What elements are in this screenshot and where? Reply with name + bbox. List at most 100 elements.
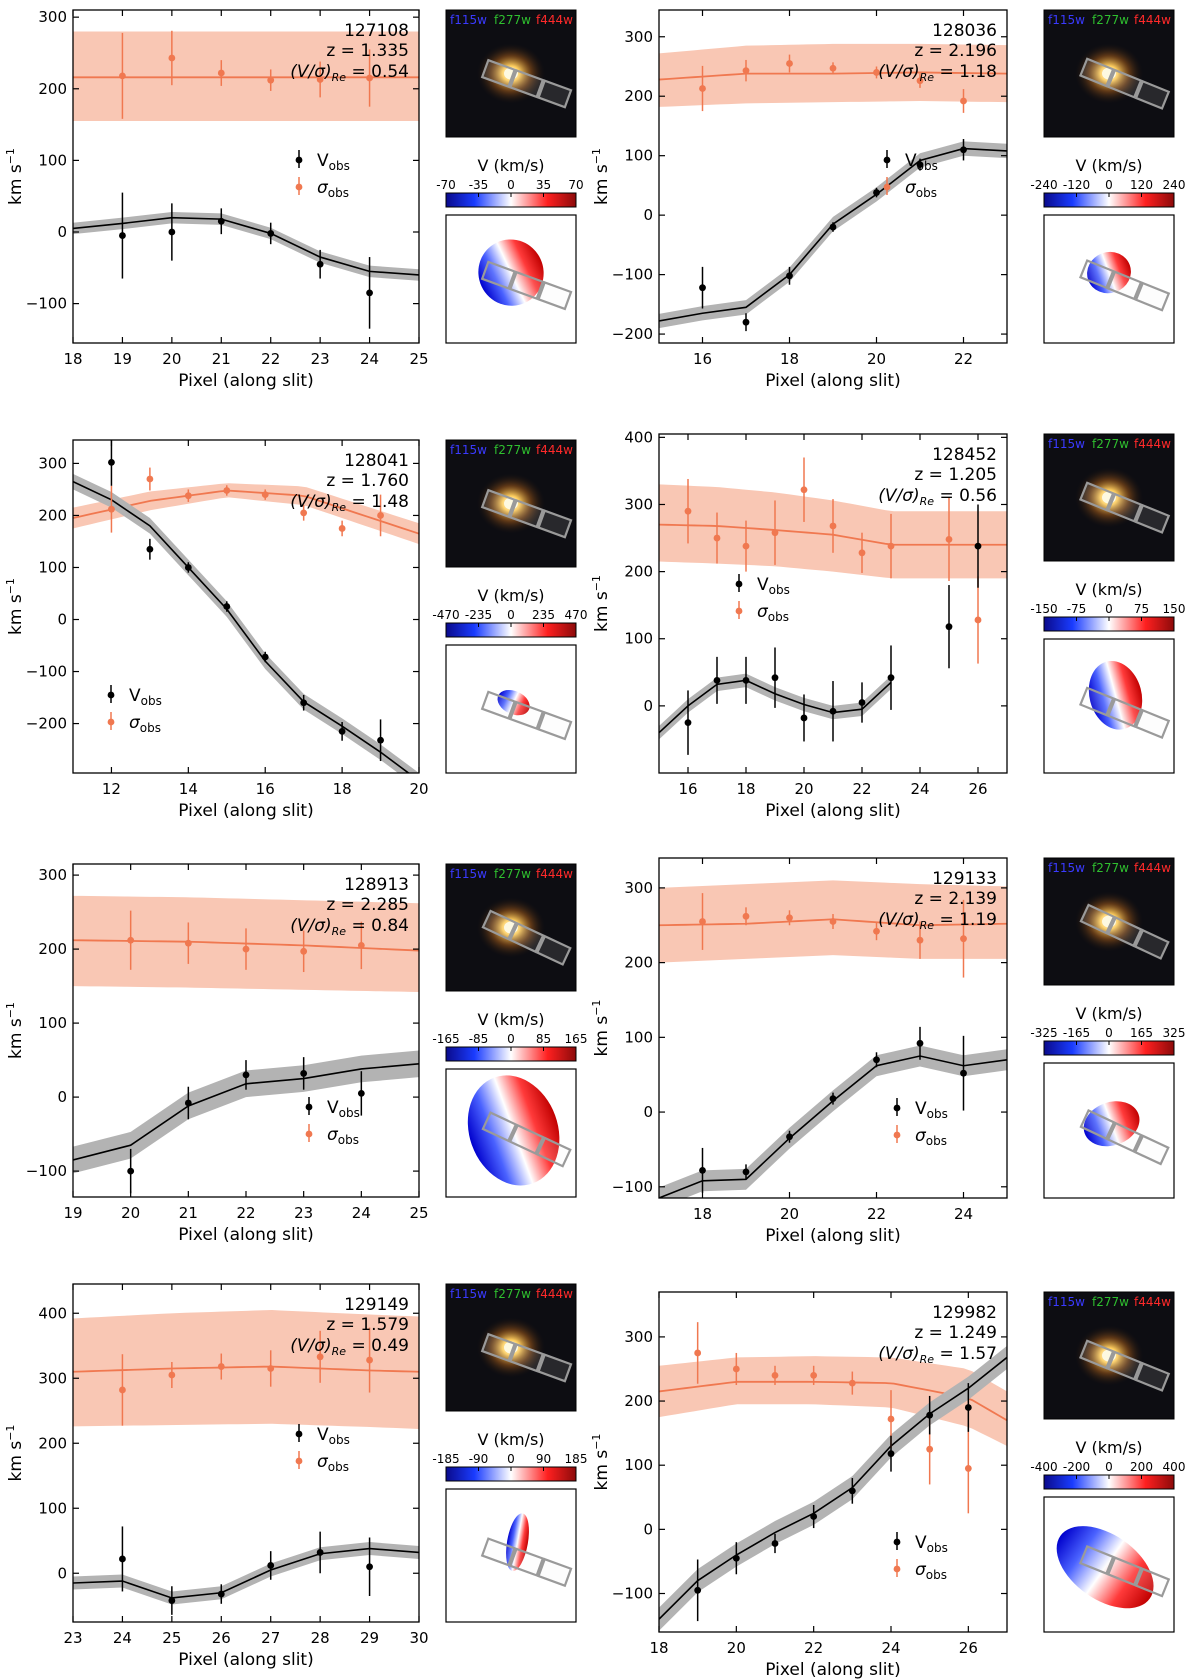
velocity-model-line: [73, 1547, 419, 1599]
redshift-label: z = 1.335: [326, 41, 409, 61]
colorbar-tick-label: -185: [432, 1452, 459, 1466]
y-tick-label: 300: [624, 1328, 653, 1346]
colorbar-tick-label: 150: [1163, 602, 1186, 616]
colorbar-tick-label: 165: [1130, 1026, 1153, 1040]
velocity-obs-point: [168, 228, 176, 236]
x-tick-label: 18: [649, 1639, 668, 1657]
x-tick-label: 18: [780, 350, 799, 368]
sigma-obs-point: [223, 487, 231, 494]
slit-shutter: [508, 69, 545, 99]
velocity-model-line: [73, 216, 419, 276]
legend-v-text: V: [905, 151, 917, 171]
velocity-obs-point: [694, 1586, 702, 1594]
legend-s-label: σobs: [317, 1452, 349, 1474]
slit-overlay: [481, 909, 572, 966]
vsigma-subscript: Re: [920, 495, 935, 508]
velocity-map-slit: [1079, 686, 1171, 739]
axes-frame: [658, 857, 1008, 1199]
velocity-obs-point: [732, 1554, 740, 1562]
velocity-map-slit: [481, 1111, 572, 1168]
velocity-obs-point: [184, 564, 192, 571]
axes-frame: [658, 9, 1008, 344]
f115w-label: f115w: [450, 13, 487, 27]
sigma-obs-point: [786, 914, 793, 922]
legend-s-subscript: obs: [768, 610, 789, 624]
slit-shutter: [537, 281, 573, 311]
velocity-map: [1043, 214, 1175, 344]
y-tick-label: −100: [612, 1178, 653, 1196]
slit-shutter: [508, 499, 545, 529]
velocity-obs-point: [316, 260, 324, 268]
colorbar-label: V (km/s): [477, 1430, 544, 1449]
velocity-obs-point: [184, 1099, 192, 1107]
galaxy-id-label: 129149: [344, 1295, 409, 1315]
slit-shutter: [535, 1136, 572, 1168]
legend-s-label: σobs: [317, 178, 349, 200]
velocity-obs-point: [945, 623, 953, 631]
legend-s-marker: [883, 183, 891, 191]
legend-s-text: σ: [327, 1125, 339, 1145]
y-axis-label-exponent: −1: [4, 1002, 17, 1018]
velocity-obs-point: [366, 289, 373, 297]
x-axis-label: Pixel (along slit): [765, 1660, 900, 1679]
velocity-obs-point: [786, 1133, 793, 1141]
redshift-label: z = 1.760: [326, 471, 409, 491]
velocity-obs-point: [119, 232, 126, 239]
vsigma-prefix: (V/σ): [290, 62, 331, 82]
vsigma-equals: =: [934, 486, 959, 506]
x-tick-label: 24: [360, 350, 379, 368]
velocity-map: [1043, 1062, 1175, 1199]
vsigma-equals: =: [346, 916, 371, 936]
sigma-obs-point: [242, 945, 250, 953]
colorbar-tick-label: 0: [1105, 1026, 1113, 1040]
plot-area: [659, 1322, 1007, 1631]
slit-shutter: [1079, 1109, 1116, 1141]
vsigma-label: (V/σ)Re = 1.18: [878, 62, 997, 84]
msa-slit: [480, 58, 573, 109]
velocity-obs-point: [926, 1411, 934, 1419]
legend-v-label: Vobs: [317, 1425, 350, 1447]
y-tick-label: −200: [26, 715, 67, 733]
vsigma-value: 0.54: [371, 62, 409, 82]
slit-shutter: [1133, 928, 1170, 960]
slit-shutter: [1134, 1567, 1171, 1598]
vsigma-value: 0.49: [371, 1336, 409, 1356]
f115w-label: f115w: [450, 1287, 487, 1301]
colorbar-tick-label: 185: [565, 1452, 588, 1466]
velocity-field: [1056, 1526, 1154, 1609]
slit-overlay: [1079, 57, 1171, 110]
slit-shutter: [1133, 1134, 1170, 1166]
velocity-obs-point: [810, 1513, 818, 1520]
colorbar-tick-label: -85: [469, 1032, 489, 1046]
plot-area: [73, 895, 419, 1194]
msa-slit: [480, 488, 573, 539]
plot-area: [659, 457, 1007, 755]
legend-s-label: σobs: [905, 178, 937, 200]
sigma-obs-point: [261, 491, 269, 499]
redshift-label: z = 1.579: [326, 1315, 409, 1335]
velocity-obs-point: [742, 676, 750, 684]
slit-shutter: [1106, 1121, 1143, 1153]
legend-s-text: σ: [129, 713, 141, 733]
colorbar-tick-label: 35: [536, 178, 551, 192]
legend-s-text: σ: [317, 178, 329, 198]
panel-128036: 16 18 20 22 −200 −100 0 100 200 300 Pixel (along s…: [590, 9, 1185, 391]
x-tick-label: 22: [954, 350, 973, 368]
velocity-map-slit-overlay: [1079, 1109, 1170, 1166]
sigma-obs-point: [119, 1386, 126, 1394]
legend-s-marker: [295, 183, 303, 191]
sigma-obs-point: [357, 942, 365, 949]
plot-area: [659, 880, 1007, 1198]
slit-shutter: [1134, 1361, 1171, 1392]
y-axis-label-exponent: −1: [4, 578, 17, 594]
legend-s-label: σobs: [327, 1125, 359, 1147]
vsigma-subscript: Re: [920, 71, 935, 84]
vsigma-label: (V/σ)Re = 1.48: [290, 492, 409, 514]
x-tick-label: 24: [113, 1629, 132, 1647]
y-tick-label: 0: [643, 1103, 653, 1121]
velocity-obs-point: [699, 284, 706, 292]
x-tick-label: 20: [867, 350, 886, 368]
x-tick-label: 16: [678, 780, 697, 798]
